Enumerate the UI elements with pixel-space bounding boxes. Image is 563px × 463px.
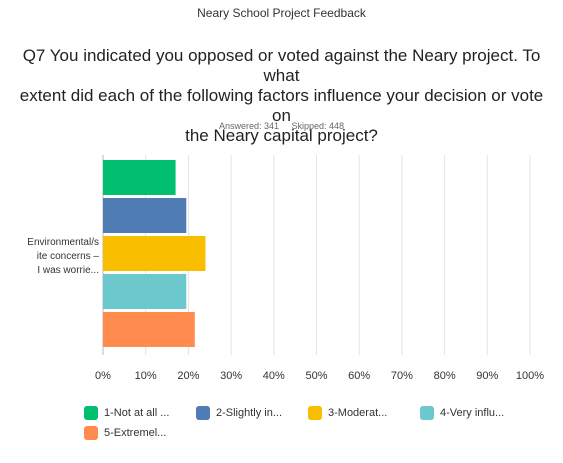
- question-text: Q7 You indicated you opposed or voted ag…: [12, 46, 551, 146]
- question-line-3: the Neary capital project?: [185, 126, 378, 145]
- x-tick-label: 50%: [305, 370, 327, 382]
- legend-label: 4-Very influ...: [440, 407, 505, 419]
- legend-item-3: 3-Moderat...: [308, 406, 418, 420]
- bar-4: [103, 274, 187, 309]
- survey-title: Neary School Project Feedback: [197, 6, 366, 20]
- bar-5: [103, 312, 195, 347]
- legend-item-1: 1-Not at all ...: [84, 406, 194, 420]
- response-stats: Answered: 341 Skipped: 448: [0, 121, 563, 131]
- x-tick-label: 20%: [177, 370, 199, 382]
- x-tick-label: 100%: [516, 370, 544, 382]
- legend-swatch: [196, 406, 210, 420]
- legend-swatch: [84, 426, 98, 440]
- legend-swatch: [308, 406, 322, 420]
- bar-1: [103, 160, 176, 195]
- chart-legend: 1-Not at all ... 2-Slightly in... 3-Modera…: [84, 406, 554, 446]
- legend-label: 2-Slightly in...: [216, 407, 283, 419]
- x-tick-label: 10%: [135, 370, 157, 382]
- question-line-2: extent did each of the following factors…: [19, 86, 544, 125]
- legend-item-4: 4-Very influ...: [420, 406, 530, 420]
- legend-swatch: [84, 406, 98, 420]
- bar-3: [103, 236, 206, 271]
- legend-label: 5-Extremel...: [104, 427, 167, 439]
- bar-2: [103, 198, 187, 233]
- legend-label: 3-Moderat...: [328, 407, 388, 419]
- x-tick-label: 40%: [263, 370, 285, 382]
- category-label: Environmental/s: [27, 237, 99, 248]
- legend-swatch: [420, 406, 434, 420]
- x-tick-label: 30%: [220, 370, 242, 382]
- bar-chart: 0% 10% 20% 30% 40% 50% 60% 70% 80% 90% 100% Environ…: [27, 155, 544, 382]
- answered-count: Answered: 341: [218, 121, 279, 131]
- category-label: ite concerns –: [37, 251, 100, 262]
- category-label: I was worrie...: [37, 265, 99, 276]
- question-line-1: Q7 You indicated you opposed or voted ag…: [22, 46, 541, 85]
- legend-item-2: 2-Slightly in...: [196, 406, 306, 420]
- x-tick-label: 60%: [348, 370, 370, 382]
- x-tick-label: 80%: [434, 370, 456, 382]
- x-tick-label: 0%: [95, 370, 111, 382]
- skipped-count: Skipped: 448: [291, 121, 345, 131]
- x-tick-label: 90%: [476, 370, 498, 382]
- legend-item-5: 5-Extremel...: [84, 426, 194, 440]
- x-tick-label: 70%: [391, 370, 413, 382]
- legend-label: 1-Not at all ...: [104, 407, 170, 419]
